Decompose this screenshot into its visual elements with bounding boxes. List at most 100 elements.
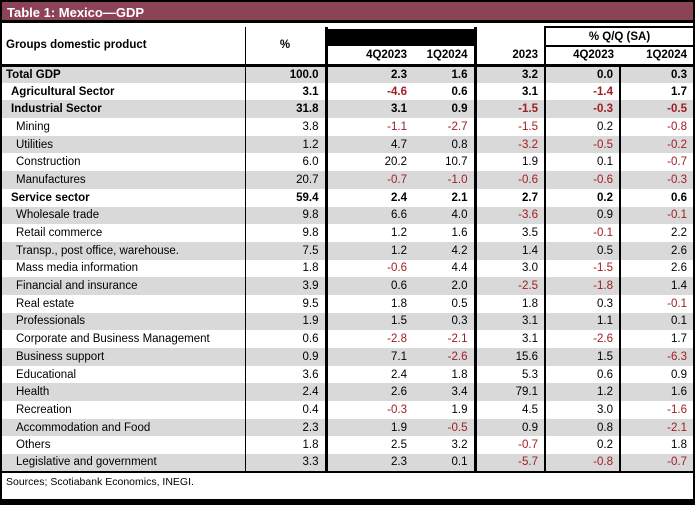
table-row: Real estate 9.5 1.8 0.5 1.8 0.3 -0.1 <box>2 294 693 313</box>
cell-value: 0.9 <box>245 348 328 366</box>
cell-value: 3.1 <box>475 330 546 348</box>
cell-value: 1.4 <box>475 241 546 260</box>
cell-value: 3.0 <box>475 259 546 278</box>
row-label: Recreation <box>2 401 246 419</box>
cell-value: 0.2 <box>545 118 621 136</box>
row-label: Mining <box>2 118 246 136</box>
cell-value: 20.7 <box>245 171 328 189</box>
cell-value: 2.3 <box>245 418 328 437</box>
cell-value: 0.0 <box>545 65 621 83</box>
cell-value: -0.8 <box>545 454 621 472</box>
cell-value: 79.1 <box>475 383 546 402</box>
table-row: Mass media information 1.8 -0.6 4.4 3.0 -1.5 2… <box>2 259 693 278</box>
cell-value: 2.3 <box>326 454 413 472</box>
cell-value: 4.5 <box>475 401 546 419</box>
cell-value: 4.7 <box>326 135 413 154</box>
cell-value: -0.1 <box>545 224 621 242</box>
header-qq-sa-label: % Q/Q (SA) <box>545 26 693 47</box>
cell-value: 2.7 <box>475 188 546 207</box>
cell-value: 1.9 <box>413 401 477 419</box>
black-fill <box>327 29 472 46</box>
cell-value: 9.5 <box>245 294 328 313</box>
cell-value: 2.5 <box>391 439 407 452</box>
cell-value: 1.6 <box>413 224 477 242</box>
table-row: Transp., post office, warehouse. 7.5 1.2 4.… <box>2 241 693 260</box>
cell-value: -2.7 <box>413 118 477 136</box>
cell-value: 2.6 <box>671 262 687 275</box>
cell-value: 100.0 <box>245 65 328 83</box>
cell-value: 15.6 <box>475 348 546 366</box>
cell-value: 3.8 <box>245 118 328 136</box>
cell-value: 3.2 <box>413 436 477 455</box>
gdp-table: Groups domestic product % % Q/Q (SA) 4Q2… <box>2 26 693 473</box>
cell-value: -4.6 <box>387 85 407 98</box>
cell-value: 3.0 <box>545 401 621 419</box>
cell-value: -0.7 <box>667 156 687 169</box>
cell-value: 1.7 <box>671 333 687 346</box>
cell-value: -0.5 <box>545 135 621 154</box>
cell-value: 2.1 <box>413 188 477 207</box>
cell-value: 0.5 <box>413 294 477 313</box>
cell-value: -0.6 <box>475 171 546 189</box>
cell-value: 3.3 <box>245 454 328 472</box>
table-row: Educational 3.6 2.4 1.8 5.3 0.6 0.9 <box>2 365 693 384</box>
cell-value: 0.3 <box>413 312 477 331</box>
cell-value: -0.1 <box>620 206 693 225</box>
cell-value: 10.7 <box>413 153 477 172</box>
table-row: Legislative and government 3.3 2.3 0.1 -5.7-… <box>2 454 693 472</box>
cell-value: -5.7 <box>475 454 546 472</box>
cell-value: 0.8 <box>413 135 477 154</box>
row-label: Construction <box>2 153 246 172</box>
row-label: Business support <box>2 348 246 366</box>
cell-value: 1.6 <box>620 383 693 402</box>
table-row: Manufactures 20.7 -0.7 -1.0 -0.6 -0.6 -0.3 <box>2 171 693 189</box>
cell-value: 3.1 <box>475 82 546 101</box>
cell-value: -2.6 <box>545 330 621 348</box>
row-label: Utilities <box>2 135 246 154</box>
header-col-4q2023-sa: 4Q2023 <box>545 46 620 67</box>
cell-value: -0.6 <box>387 262 407 275</box>
cell-value: -0.7 <box>620 454 693 472</box>
table-title-bar: Table 1: Mexico—GDP <box>2 2 693 23</box>
row-label: Total GDP <box>2 65 246 83</box>
table-row: Health 2.4 2.6 3.4 79.1 1.2 1.6 <box>2 383 693 402</box>
table-row: Accommodation and Food 2.3 1.9 -0.5 0.9 0.8 -2… <box>2 418 693 437</box>
table-row: Service sector 59.4 2.4 2.1 2.7 0.2 0.6 <box>2 188 693 207</box>
cell-value: 0.4 <box>245 401 328 419</box>
table-row: Financial and insurance 3.9 0.6 2.0 -2.5 -1.8… <box>2 277 693 295</box>
cell-value: 1.8 <box>245 259 328 278</box>
cell-value: 0.1 <box>545 153 621 172</box>
cell-value: 1.8 <box>475 294 546 313</box>
cell-value: -2.1 <box>620 418 693 437</box>
cell-value: 2.0 <box>413 277 477 295</box>
row-label: Wholesale trade <box>2 206 246 225</box>
cell-value: 1.8 <box>391 297 407 310</box>
cell-value: -3.2 <box>475 135 546 154</box>
cell-value: 4.2 <box>413 241 477 260</box>
cell-value: 4.0 <box>413 206 477 225</box>
cell-value: 31.8 <box>245 100 328 119</box>
row-label: Industrial Sector <box>2 100 246 119</box>
table-row: Corporate and Business Management 0.6 -2.8… <box>2 330 693 348</box>
cell-value: -1.0 <box>413 171 477 189</box>
cell-value: -1.5 <box>545 259 621 278</box>
cell-value: -1.5 <box>475 100 546 119</box>
cell-value: 0.9 <box>475 418 546 437</box>
cell-value: 0.6 <box>413 82 477 101</box>
header-col-1q2024: 1Q2024 <box>413 46 477 67</box>
cell-value: 0.1 <box>413 454 477 472</box>
cell-value: -1.4 <box>545 82 621 101</box>
cell-value: 0.5 <box>545 241 621 260</box>
row-label: Mass media information <box>2 259 246 278</box>
cell-value: 0.1 <box>620 312 693 331</box>
cell-value: 6.6 <box>326 206 413 225</box>
cell-value: 1.6 <box>413 65 477 83</box>
cell-value: 1.9 <box>475 153 546 172</box>
cell-value: 1.4 <box>620 277 693 295</box>
cell-value: 1.9 <box>245 312 328 331</box>
cell-value: 3.1 <box>245 82 328 101</box>
cell-value: 6.0 <box>245 153 328 172</box>
row-label: Educational <box>2 365 246 384</box>
cell-value: 0.6 <box>671 191 687 204</box>
